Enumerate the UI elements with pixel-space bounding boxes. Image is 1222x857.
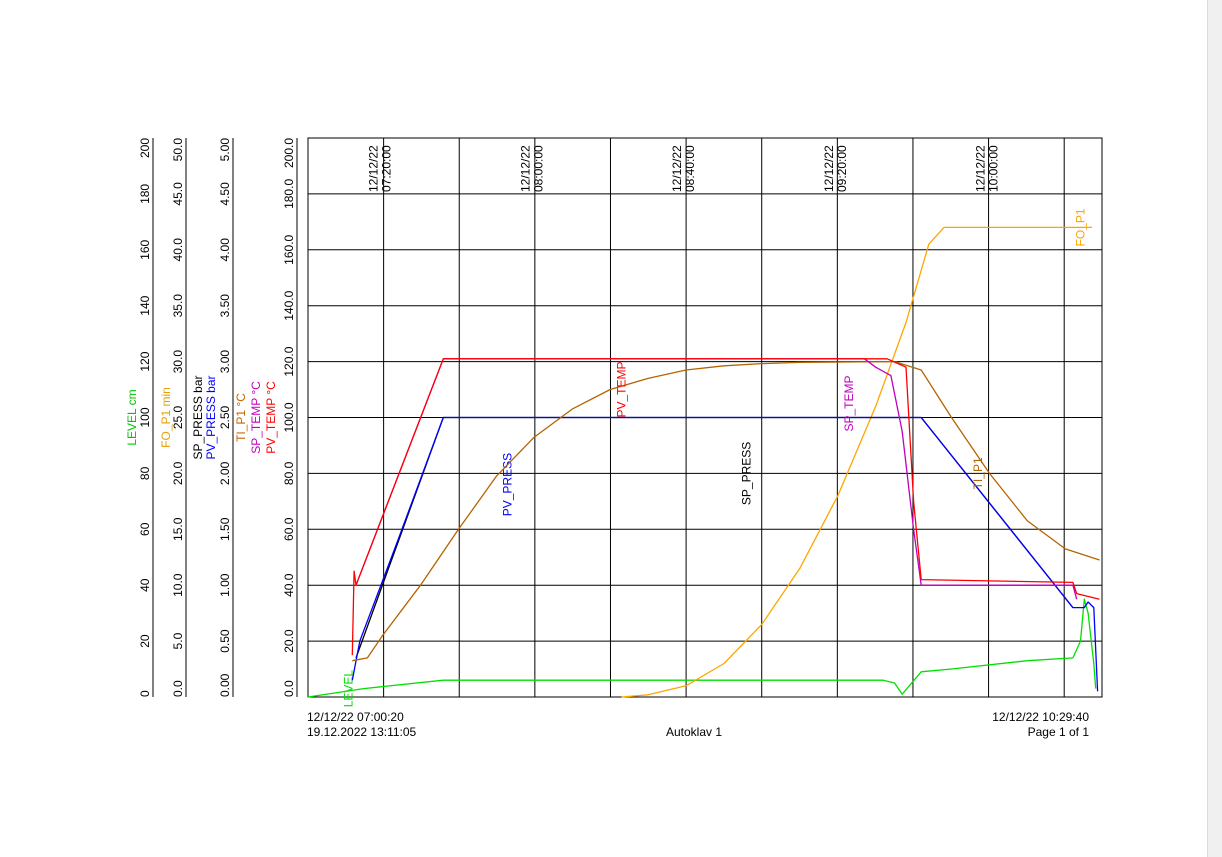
x-tick-date: 12/12/22: [518, 145, 532, 192]
level-tick-label: 140: [138, 295, 152, 315]
x-tick-time: 09:20:00: [835, 145, 849, 192]
x-tick-time: 07:20:00: [380, 145, 394, 192]
pv-press-axis-title: PV_PRESS bar: [204, 375, 218, 459]
x-tick-date: 12/12/22: [670, 145, 684, 192]
x-tick-date: 12/12/22: [822, 145, 836, 192]
fo-tick-label: 25.0: [171, 405, 185, 429]
ti-p1-line: [352, 360, 1100, 662]
level-series-label: LEVEL: [341, 670, 355, 708]
sp-temp-axis-title: SP_TEMP °C: [249, 381, 263, 454]
press-tick-label: 2.00: [218, 461, 232, 485]
fo-tick-label: 10.0: [171, 573, 185, 597]
temp-tick-label: 140.0: [282, 290, 296, 320]
pv-temp-line: [351, 358, 1100, 656]
fo-tick-label: 30.0: [171, 350, 185, 374]
level-axis-title: LEVEL cm: [125, 389, 139, 445]
sp-press-axis-title: SP_PRESS bar: [191, 375, 205, 459]
press-tick-label: 2.50: [218, 405, 232, 429]
temp-tick-label: 0.0: [282, 680, 296, 697]
fo-tick-label: 20.0: [171, 461, 185, 485]
level-tick-label: 160: [138, 239, 152, 259]
level-line: [307, 598, 1097, 698]
level-tick-label: 60: [138, 522, 152, 536]
temp-tick-label: 80.0: [282, 461, 296, 485]
press-tick-label: 0.50: [218, 629, 232, 653]
fo-p1-series-label: FO_P1: [1073, 208, 1087, 246]
pv-press-line: [351, 416, 1099, 692]
fo-tick-label: 5.0: [171, 632, 185, 649]
temp-tick-label: 180.0: [282, 179, 296, 209]
level-tick-label: 180: [138, 184, 152, 204]
page-number: Page 1 of 1: [1027, 725, 1089, 739]
level-tick-label: 200: [138, 138, 152, 158]
press-tick-label: 3.50: [218, 294, 232, 318]
fo-p1-line: [621, 226, 1092, 698]
fo-tick-label: 50.0: [171, 138, 185, 162]
level-tick-label: 40: [138, 578, 152, 592]
press-tick-label: 4.00: [218, 238, 232, 262]
press-tick-label: 5.00: [218, 138, 232, 162]
vertical-scrollbar[interactable]: [1207, 0, 1222, 857]
fo-tick-label: 40.0: [171, 238, 185, 262]
x-tick-time: 08:00:00: [531, 145, 545, 192]
press-tick-label: 0.00: [218, 673, 232, 697]
fo-tick-label: 0.0: [171, 680, 185, 697]
x-tick-date: 12/12/22: [973, 145, 987, 192]
pv-press-series-label: PV_PRESS: [501, 453, 515, 516]
press-tick-label: 1.50: [218, 517, 232, 541]
fo-tick-label: 35.0: [171, 294, 185, 318]
temp-tick-label: 40.0: [282, 573, 296, 597]
level-tick-label: 120: [138, 351, 152, 371]
fo-tick-label: 45.0: [171, 182, 185, 206]
temp-tick-label: 120.0: [282, 346, 296, 376]
x-tick-time: 08:40:00: [683, 145, 697, 192]
pv-temp-axis-title: PV_TEMP °C: [264, 381, 278, 454]
end-time: 12/12/22 10:29:40: [992, 710, 1089, 724]
temp-tick-label: 160.0: [282, 234, 296, 264]
start-time: 12/12/22 07:00:20: [307, 710, 404, 724]
level-tick-label: 80: [138, 466, 152, 480]
printed-timestamp: 19.12.2022 13:11:05: [307, 725, 417, 739]
temp-tick-label: 100.0: [282, 402, 296, 432]
sp-press-series-label: SP_PRESS: [740, 442, 754, 505]
fo-tick-label: 15.0: [171, 517, 185, 541]
press-tick-label: 3.00: [218, 350, 232, 374]
sp-temp-series-label: SP_TEMP: [842, 376, 856, 432]
level-tick-label: 20: [138, 634, 152, 648]
level-tick-label: 100: [138, 407, 152, 427]
press-tick-label: 1.00: [218, 573, 232, 597]
pv-temp-series-label: PV_TEMP: [614, 362, 628, 418]
report-title: Autoklav 1: [666, 725, 723, 739]
temp-tick-label: 200.0: [282, 138, 296, 168]
fo-axis-title: FO_P1 min: [159, 387, 173, 448]
press-tick-label: 4.50: [218, 182, 232, 206]
ti-axis-title: TI_P1 °C: [234, 393, 248, 442]
temp-tick-label: 20.0: [282, 629, 296, 653]
x-tick-date: 12/12/22: [367, 145, 381, 192]
ti-p1-series-label: TI_P1: [971, 457, 985, 489]
x-tick-time: 10:00:00: [986, 145, 1000, 192]
level-tick-label: 0: [138, 690, 152, 697]
temp-tick-label: 60.0: [282, 517, 296, 541]
